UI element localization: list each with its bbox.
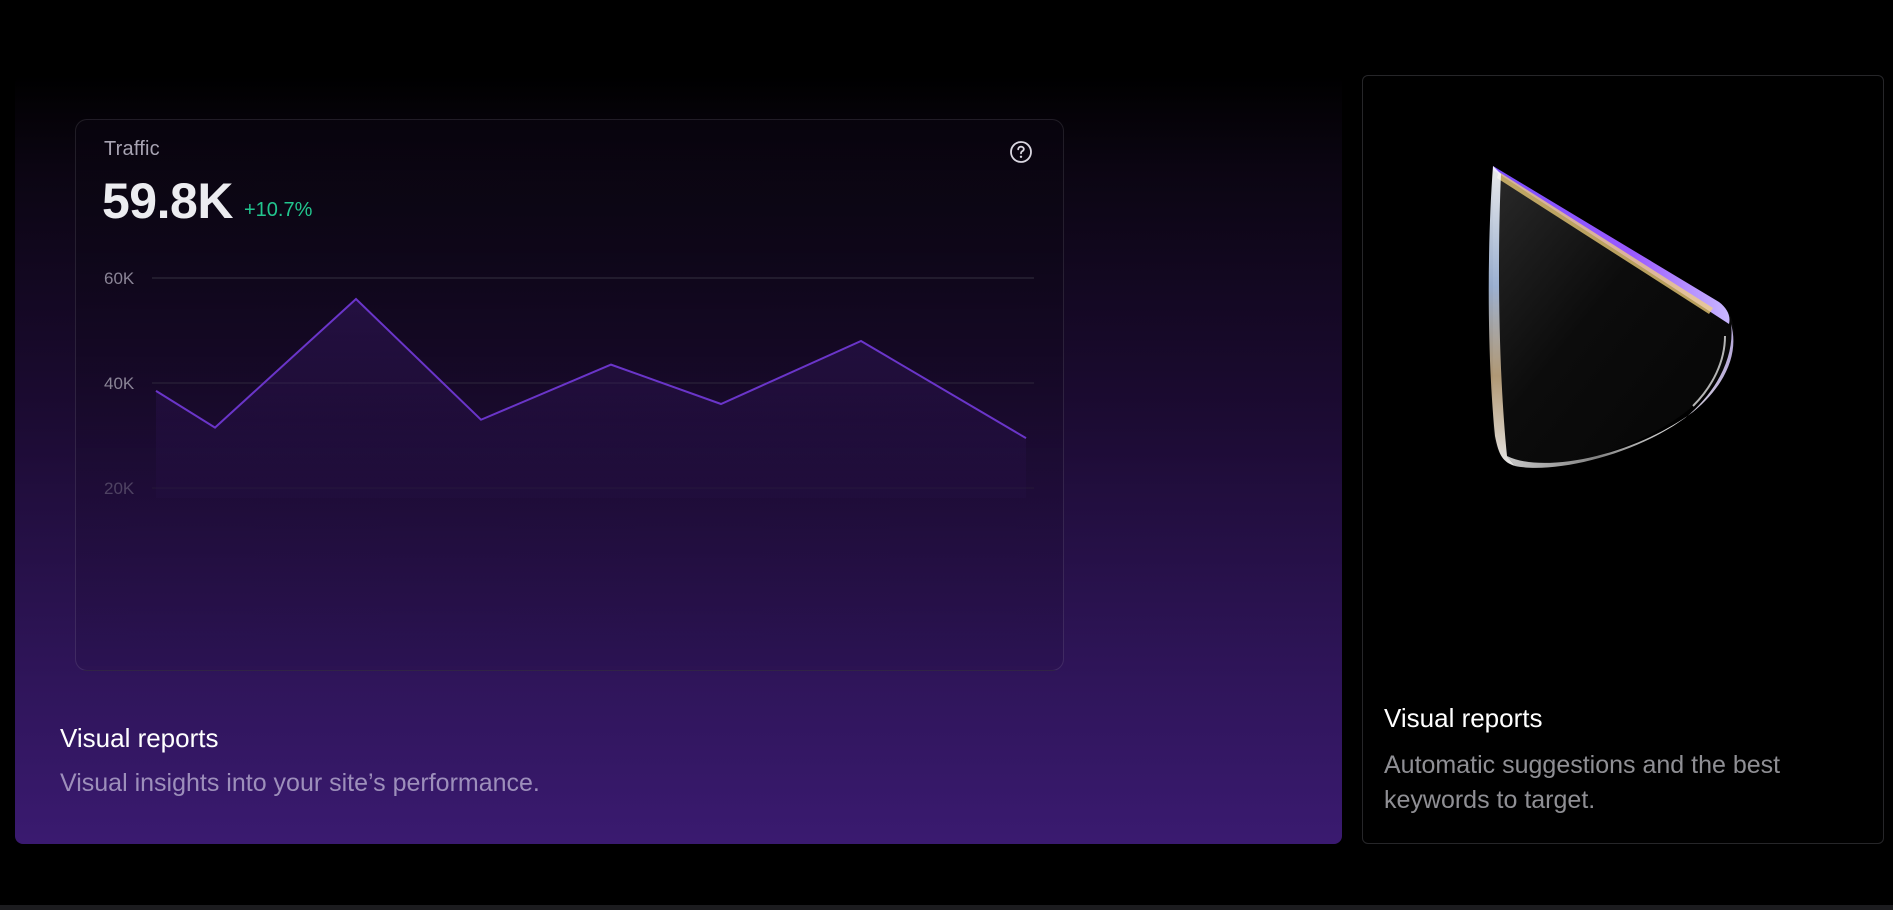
glass-cone-illustration [1488,166,1734,468]
card-description: Automatic suggestions and the best keywo… [1384,751,1781,814]
footer-divider [0,905,1893,910]
traffic-chart-panel: Traffic 59.8K +10.7% [75,119,1064,671]
y-tick-label: 20K [104,479,135,498]
traffic-change: +10.7% [244,199,313,221]
chart-title: Traffic [104,138,160,160]
traffic-line-chart: 60K 40K 20K [104,269,1034,498]
card-description: Visual insights into your site’s perform… [60,769,540,797]
traffic-area [156,299,1026,498]
visual-reports-card-secondary[interactable]: Visual reports Automatic suggestions and… [1362,75,1884,844]
visual-reports-card[interactable]: Traffic 59.8K +10.7% [15,75,1342,844]
card-title: Visual reports [60,723,219,753]
traffic-value: 59.8K [102,173,233,229]
card-title: Visual reports [1384,703,1543,733]
y-tick-label: 60K [104,269,135,288]
question-circle-icon[interactable] [1009,140,1033,164]
traffic-series-line [155,297,1027,439]
y-tick-label: 40K [104,374,135,393]
